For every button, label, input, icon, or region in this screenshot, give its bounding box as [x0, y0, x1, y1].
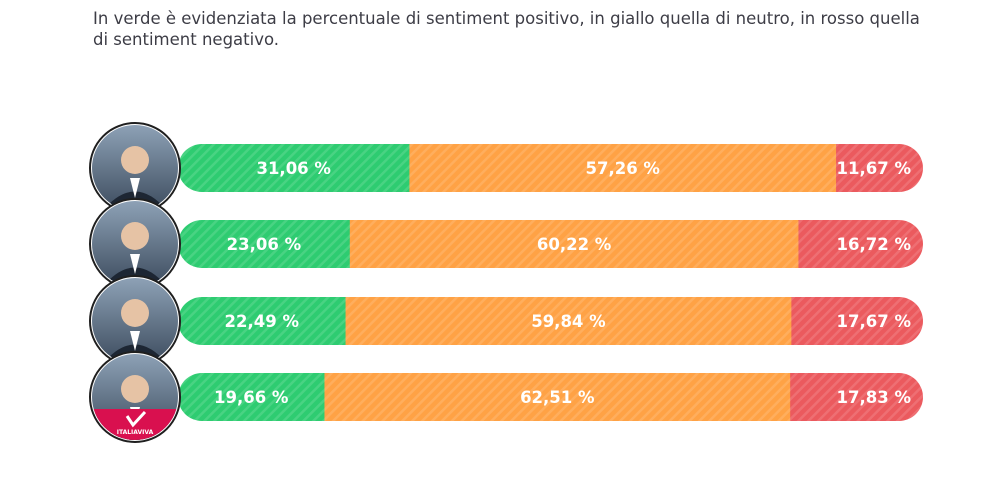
neutral-value-label-1: 57,26 %	[586, 159, 661, 178]
negative-segment-3	[791, 297, 923, 345]
bar-row-2	[178, 220, 923, 268]
positive-value-label-3: 22,49 %	[225, 312, 300, 331]
neutral-value-label-3: 59,84 %	[531, 312, 606, 331]
chart-caption: In verde è evidenziata la percentuale di…	[93, 9, 920, 49]
positive-value-label-4: 19,66 %	[214, 388, 289, 407]
avatar-4: ITALIAVIVA	[89, 351, 181, 443]
politician-portrait-icon	[121, 222, 149, 250]
positive-segment-4	[178, 373, 325, 421]
bar-row-4	[178, 373, 923, 421]
avatar-2	[89, 198, 181, 290]
neutral-segment-3	[345, 297, 792, 345]
checkmark-icon	[125, 410, 147, 428]
neutral-value-label-2: 60,22 %	[537, 235, 612, 254]
avatar-3	[89, 275, 181, 367]
positive-segment-2	[178, 220, 351, 268]
positive-segment-3	[178, 297, 347, 345]
negative-segment-2	[798, 220, 923, 268]
politician-portrait-icon	[121, 299, 149, 327]
neutral-segment-2	[349, 220, 799, 268]
negative-value-label-4: 17,83 %	[837, 388, 912, 407]
negative-value-label-2: 16,72 %	[837, 235, 912, 254]
negative-value-label-1: 11,67 %	[837, 159, 912, 178]
negative-segment-4	[790, 373, 923, 421]
bar-row-3	[178, 297, 923, 345]
party-logo-text: ITALIAVIVA	[117, 429, 154, 436]
avatar-1	[89, 122, 181, 214]
politician-portrait-icon	[121, 375, 149, 403]
neutral-value-label-4: 62,51 %	[520, 388, 595, 407]
bar-row-1	[178, 144, 923, 192]
positive-value-label-1: 31,06 %	[256, 159, 331, 178]
neutral-segment-1	[409, 144, 837, 192]
positive-segment-1	[178, 144, 410, 192]
negative-value-label-3: 17,67 %	[837, 312, 912, 331]
neutral-segment-4	[324, 373, 791, 421]
politician-portrait-icon	[121, 146, 149, 174]
positive-value-label-2: 23,06 %	[227, 235, 302, 254]
negative-segment-1	[836, 144, 923, 192]
